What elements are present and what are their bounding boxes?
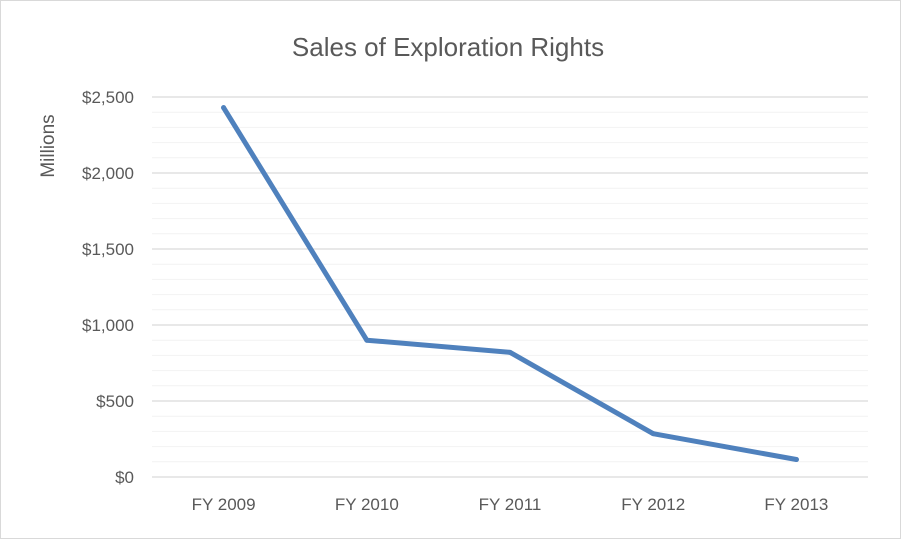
y-tick-label: $1,500 <box>82 240 134 259</box>
major-gridlines <box>152 96 868 478</box>
y-tick-label: $0 <box>115 468 134 487</box>
series-group <box>221 105 799 463</box>
minor-gridlines <box>152 111 868 463</box>
x-tick-label: FY 2010 <box>335 495 399 514</box>
chart-title: Sales of Exploration Rights <box>292 32 604 62</box>
x-tick-label: FY 2012 <box>621 495 685 514</box>
x-tick-label: FY 2009 <box>192 495 256 514</box>
x-tick-label: FY 2011 <box>479 495 542 514</box>
data-point <box>793 457 799 463</box>
y-axis-tick-labels: $0 $500 $1,000 $1,500 $2,000 $2,500 <box>82 88 134 487</box>
data-point <box>507 349 513 355</box>
y-tick-label: $2,500 <box>82 88 134 107</box>
series-line <box>221 105 799 463</box>
y-tick-label: $2,000 <box>82 164 134 183</box>
data-point <box>221 105 227 111</box>
data-point <box>364 337 370 343</box>
y-tick-label: $1,000 <box>82 316 134 335</box>
data-point <box>650 431 656 437</box>
x-axis-tick-labels: FY 2009 FY 2010 FY 2011 FY 2012 FY 2013 <box>192 495 829 514</box>
y-tick-label: $500 <box>96 392 134 411</box>
y-axis-title: Millions <box>38 114 59 177</box>
x-tick-label: FY 2013 <box>764 495 828 514</box>
